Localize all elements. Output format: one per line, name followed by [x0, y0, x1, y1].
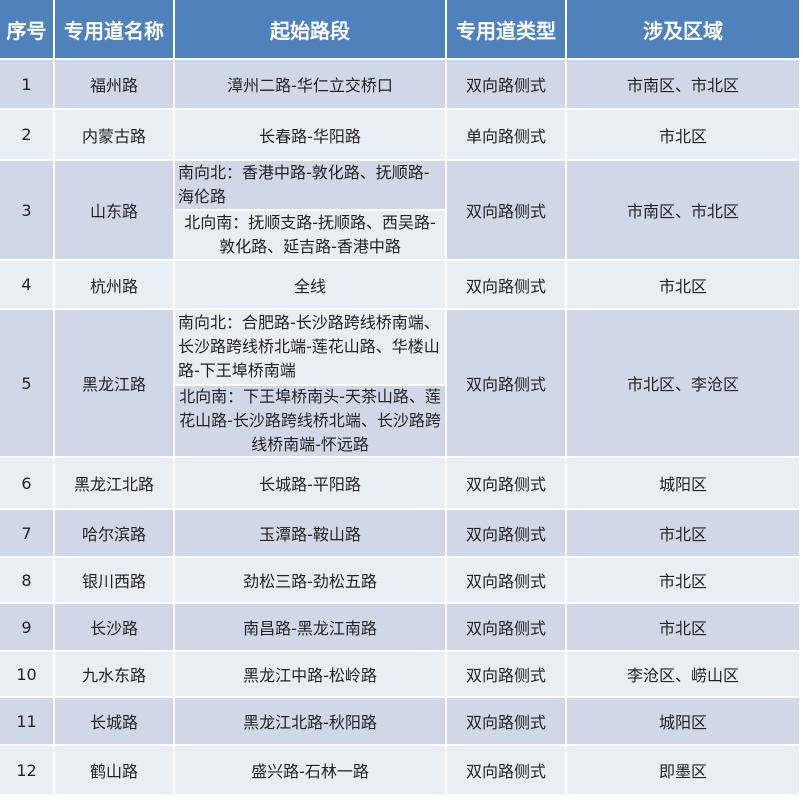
- lane-name: 黑龙江路: [55, 310, 173, 456]
- lane-name: 山东路: [55, 161, 173, 259]
- table-row: 2 内蒙古路 长春路-华阳路 单向路侧式 市北区: [0, 110, 799, 159]
- lane-name: 福州路: [55, 60, 173, 108]
- segment: 长城路-平阳路: [175, 458, 445, 508]
- header-no: 序号: [0, 0, 53, 58]
- table-row: 5 黑龙江路 南向北：合肥路-长沙路跨线桥南端、长沙路跨线桥北端-莲花山路、华楼山路…: [0, 310, 799, 456]
- segment: 南昌路-黑龙江南路: [175, 604, 445, 650]
- segment-south-to-north: 南向北：香港中路-敦化路、抚顺路-海伦路: [175, 161, 445, 209]
- row-number: 10: [0, 652, 53, 696]
- lane-name: 杭州路: [55, 261, 173, 308]
- lane-type: 双向路侧式: [447, 746, 565, 794]
- lane-name: 黑龙江北路: [55, 458, 173, 508]
- area: 市南区、市北区: [567, 161, 799, 259]
- lane-name: 长城路: [55, 698, 173, 744]
- row-number: 5: [0, 310, 53, 456]
- segment-south-to-north: 南向北：合肥路-长沙路跨线桥南端、长沙路跨线桥北端-莲花山路、华楼山路-下王埠桥…: [175, 310, 445, 384]
- area: 市南区、市北区: [567, 60, 799, 108]
- row-number: 12: [0, 746, 53, 794]
- area: 李沧区、崂山区: [567, 652, 799, 696]
- lane-name: 鹤山路: [55, 746, 173, 794]
- lane-type: 双向路侧式: [447, 458, 565, 508]
- table-row: 1 福州路 漳州二路-华仁立交桥口 双向路侧式 市南区、市北区: [0, 60, 799, 108]
- row-number: 2: [0, 110, 53, 159]
- lane-type: 双向路侧式: [447, 510, 565, 556]
- lane-type: 双向路侧式: [447, 652, 565, 696]
- row-number: 4: [0, 261, 53, 308]
- segment: 劲松三路-劲松五路: [175, 558, 445, 602]
- lane-name: 哈尔滨路: [55, 510, 173, 556]
- table-row: 10 九水东路 黑龙江中路-松岭路 双向路侧式 李沧区、崂山区: [0, 652, 799, 696]
- header-segment: 起始路段: [175, 0, 445, 58]
- row-number: 6: [0, 458, 53, 508]
- table-row: 9 长沙路 南昌路-黑龙江南路 双向路侧式 市北区: [0, 604, 799, 650]
- lane-name: 九水东路: [55, 652, 173, 696]
- area: 市北区: [567, 110, 799, 159]
- area: 即墨区: [567, 746, 799, 794]
- segment-north-to-south: 北向南：下王埠桥南头-天茶山路、莲花山路-长沙路跨线桥北端、长沙路跨线桥南端-怀…: [175, 386, 445, 456]
- segment: 黑龙江北路-秋阳路: [175, 698, 445, 744]
- area: 市北区: [567, 510, 799, 556]
- row-number: 7: [0, 510, 53, 556]
- segment-north-to-south: 北向南：抚顺支路-抚顺路、西吴路-敦化路、延吉路-香港中路: [175, 211, 445, 259]
- row-number: 3: [0, 161, 53, 259]
- lane-type: 双向路侧式: [447, 558, 565, 602]
- lane-type: 单向路侧式: [447, 110, 565, 159]
- header-row: 序号 专用道名称 起始路段 专用道类型 涉及区域: [0, 0, 799, 58]
- row-number: 11: [0, 698, 53, 744]
- segment: 漳州二路-华仁立交桥口: [175, 60, 445, 108]
- table-row: 7 哈尔滨路 玉潭路-鞍山路 双向路侧式 市北区: [0, 510, 799, 556]
- header-name: 专用道名称: [55, 0, 173, 58]
- segment-cell: 南向北：香港中路-敦化路、抚顺路-海伦路 北向南：抚顺支路-抚顺路、西吴路-敦化路…: [175, 161, 445, 259]
- lane-type: 双向路侧式: [447, 161, 565, 259]
- lane-type: 双向路侧式: [447, 698, 565, 744]
- lane-name: 长沙路: [55, 604, 173, 650]
- table-row: 3 山东路 南向北：香港中路-敦化路、抚顺路-海伦路 北向南：抚顺支路-抚顺路、西吴路…: [0, 161, 799, 259]
- lane-type: 双向路侧式: [447, 60, 565, 108]
- segment-cell: 南向北：合肥路-长沙路跨线桥南端、长沙路跨线桥北端-莲花山路、华楼山路-下王埠桥…: [175, 310, 445, 456]
- table-row: 11 长城路 黑龙江北路-秋阳路 双向路侧式 城阳区: [0, 698, 799, 744]
- segment: 全线: [175, 261, 445, 308]
- area: 城阳区: [567, 698, 799, 744]
- segment: 盛兴路-石林一路: [175, 746, 445, 794]
- lane-type: 双向路侧式: [447, 310, 565, 456]
- lane-type: 双向路侧式: [447, 261, 565, 308]
- area: 市北区: [567, 558, 799, 602]
- area: 市北区: [567, 261, 799, 308]
- row-number: 8: [0, 558, 53, 602]
- area: 城阳区: [567, 458, 799, 508]
- area: 市北区、李沧区: [567, 310, 799, 456]
- segment: 长春路-华阳路: [175, 110, 445, 159]
- row-number: 9: [0, 604, 53, 650]
- header-area: 涉及区域: [567, 0, 799, 58]
- table-row: 8 银川西路 劲松三路-劲松五路 双向路侧式 市北区: [0, 558, 799, 602]
- header-type: 专用道类型: [447, 0, 565, 58]
- segment: 黑龙江中路-松岭路: [175, 652, 445, 696]
- lane-name: 银川西路: [55, 558, 173, 602]
- lane-type: 双向路侧式: [447, 604, 565, 650]
- segment: 玉潭路-鞍山路: [175, 510, 445, 556]
- table-row: 4 杭州路 全线 双向路侧式 市北区: [0, 261, 799, 308]
- table-row: 12 鹤山路 盛兴路-石林一路 双向路侧式 即墨区: [0, 746, 799, 794]
- lane-name: 内蒙古路: [55, 110, 173, 159]
- row-number: 1: [0, 60, 53, 108]
- area: 市北区: [567, 604, 799, 650]
- table-row: 6 黑龙江北路 长城路-平阳路 双向路侧式 城阳区: [0, 458, 799, 508]
